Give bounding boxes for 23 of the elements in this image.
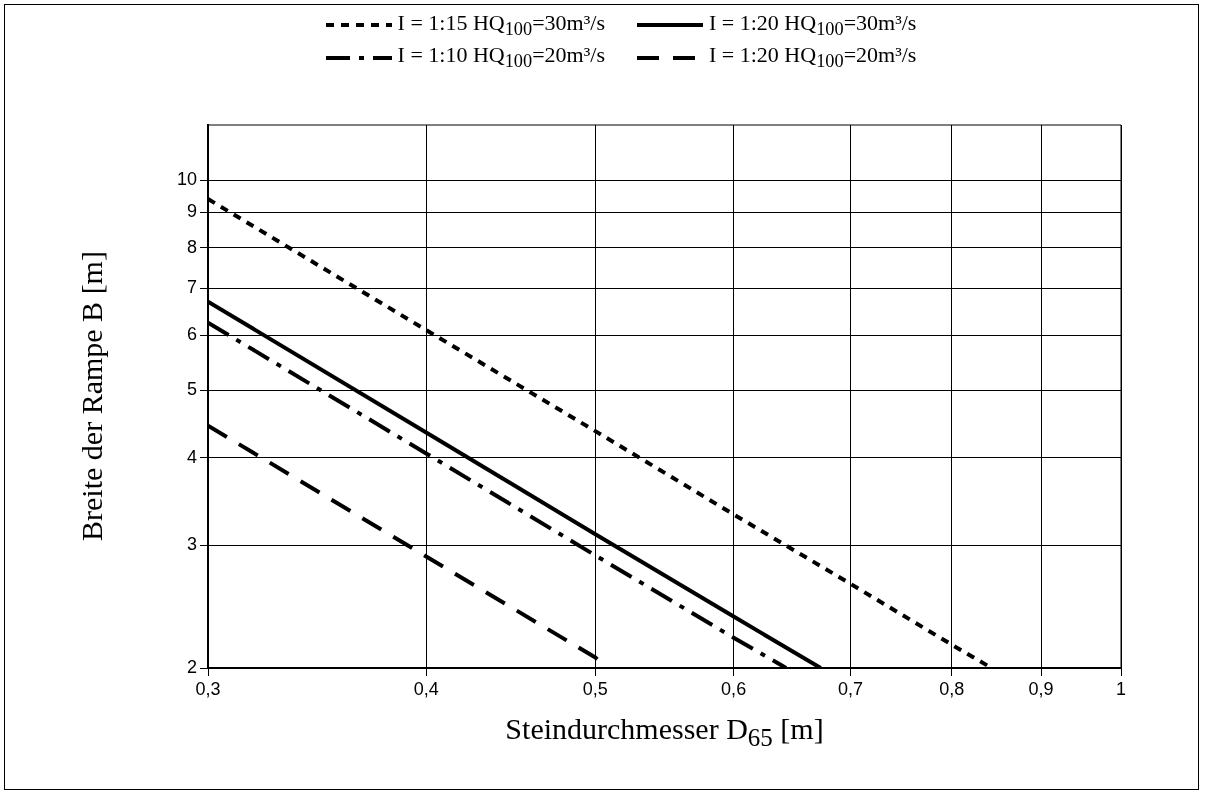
y-axis-title: Breite der Rampe B [m]: [75, 251, 109, 541]
legend-label: I = 1:10 HQ$_{100}$=20m³/s: [397, 42, 605, 73]
y-tick-label: 8: [186, 236, 197, 257]
x-tick-label: 0,4: [413, 678, 439, 699]
y-tick-label: 7: [186, 277, 197, 298]
y-tick-label: 3: [186, 534, 197, 555]
x-tick-label: 0,9: [1028, 678, 1054, 699]
y-tick-label: 9: [186, 201, 197, 222]
y-tick-label: 10: [176, 169, 197, 190]
legend-label: I = 1:15 HQ$_{100}$=30m³/s: [397, 10, 605, 41]
x-tick-label: 0,6: [721, 678, 747, 699]
y-tick-label: 5: [186, 379, 197, 400]
legend-label: I = 1:20 HQ$_{100}$=20m³/s: [709, 42, 917, 73]
x-tick-label: 0,8: [939, 678, 965, 699]
x-tick-label: 0,5: [582, 678, 608, 699]
y-tick-label: 4: [186, 446, 197, 467]
legend-label: I = 1:20 HQ$_{100}$=30m³/s: [709, 10, 917, 41]
x-axis-title: Steindurchmesser D$_{65}$ [m]: [504, 712, 825, 752]
x-tick-label: 0,7: [838, 678, 864, 699]
x-tick-label: 0,3: [195, 678, 221, 699]
x-tick-label: 1: [1115, 678, 1127, 699]
y-tick-label: 2: [186, 656, 197, 677]
y-tick-label: 6: [186, 324, 197, 345]
